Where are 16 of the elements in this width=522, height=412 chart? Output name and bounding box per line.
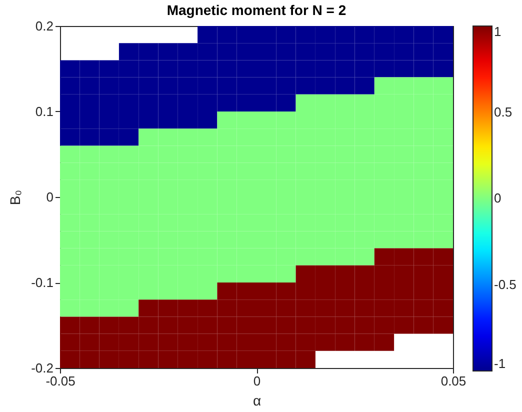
y-tick-label: -0.1 (31, 275, 54, 290)
color-bar-label: 1 (494, 24, 502, 39)
y-axis-title: B₀ (7, 190, 24, 206)
x-tick-label: 0.05 (440, 374, 466, 388)
x-tick-label: -0.05 (46, 374, 76, 388)
y-tick-label: 0.1 (35, 104, 54, 119)
x-axis-title: α (252, 392, 262, 408)
x-tick-label: 0 (253, 374, 261, 388)
color-bar-label: -0.5 (494, 276, 516, 292)
color-bar-label: 0.5 (494, 104, 512, 120)
color-bar-label: 0 (494, 190, 502, 206)
y-tick-label: 0 (46, 190, 54, 204)
color-bar-label: -1 (494, 356, 506, 371)
y-tick-label: -0.2 (31, 360, 54, 376)
y-tick-label: 0.2 (35, 18, 54, 34)
chart-title: Magnetic moment for N = 2 (166, 2, 346, 18)
